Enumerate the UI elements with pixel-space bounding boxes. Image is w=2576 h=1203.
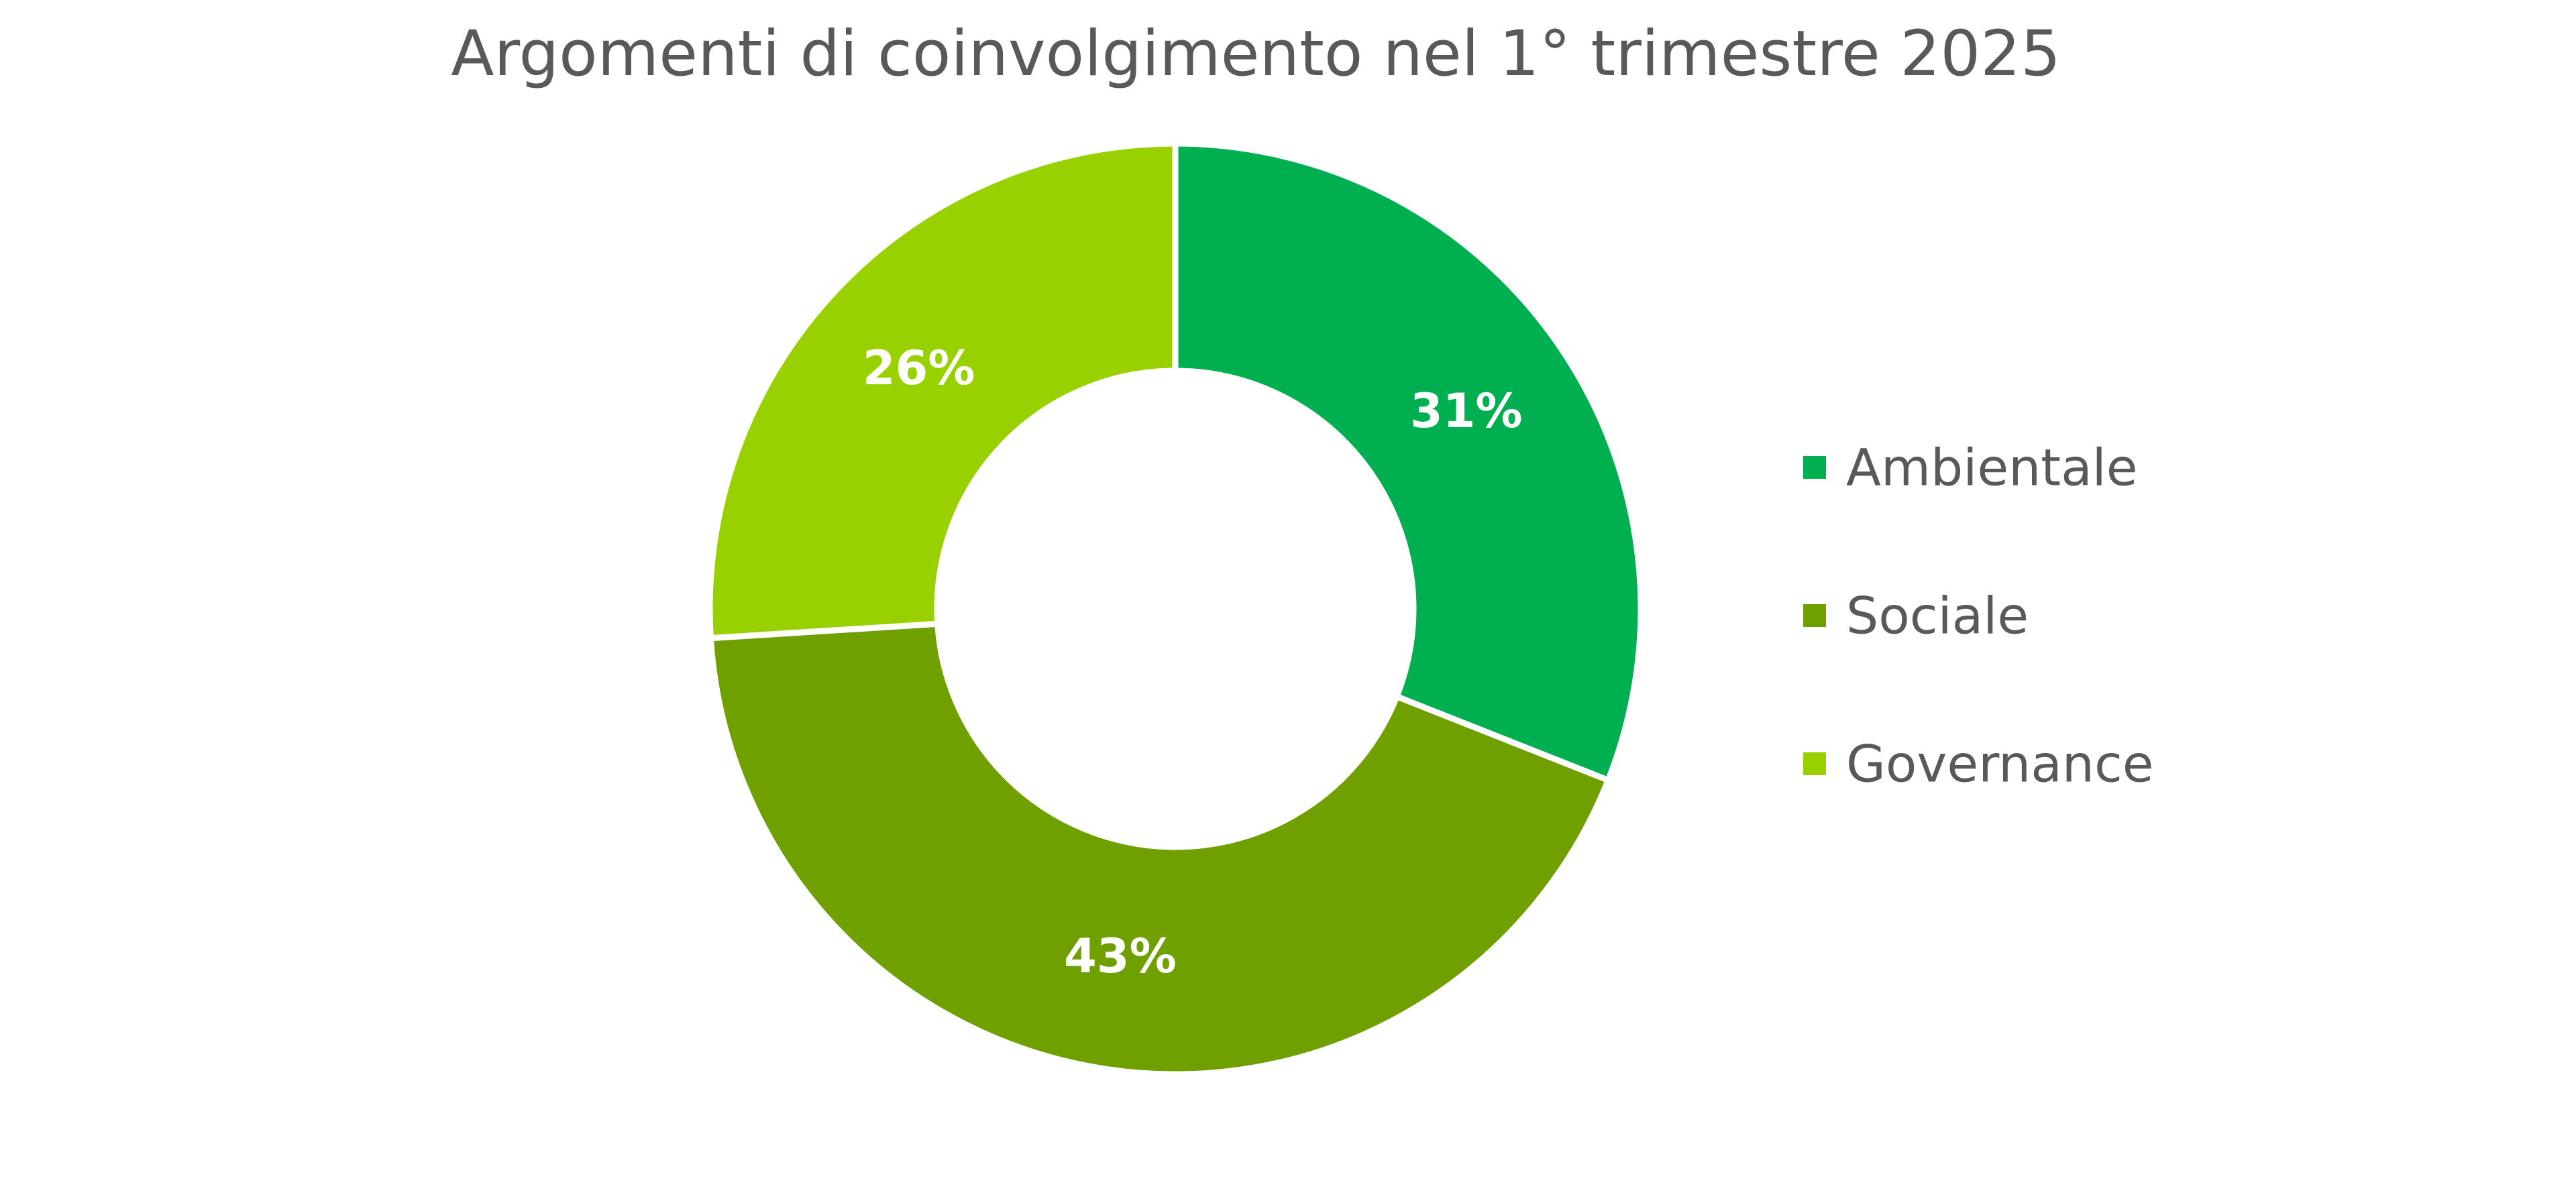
- legend-label-ambientale: Ambientale: [1846, 438, 2138, 498]
- slice-ambientale: [1172, 140, 1644, 785]
- slice-sociale: [707, 620, 1613, 1078]
- legend-label-governance: Governance: [1846, 734, 2154, 794]
- legend-swatch-sociale: [1803, 604, 1826, 627]
- legend-item-governance: Governance: [1803, 734, 2154, 794]
- donut-slices: [706, 140, 1644, 1078]
- slice-label-sociale: 43%: [1064, 929, 1177, 984]
- legend-item-sociale: Sociale: [1803, 586, 2029, 646]
- legend: Ambientale Sociale Governance: [1803, 438, 2154, 794]
- slice-label-governance: 26%: [863, 341, 975, 396]
- legend-label-sociale: Sociale: [1846, 586, 2029, 646]
- slice-governance: [706, 140, 1179, 642]
- slice-label-ambientale: 31%: [1410, 384, 1523, 439]
- slice-labels: 31% 43% 26%: [863, 341, 1523, 984]
- chart-title: Argomenti di coinvolgimento nel 1° trime…: [451, 17, 2061, 91]
- legend-swatch-governance: [1803, 752, 1826, 775]
- legend-item-ambientale: Ambientale: [1803, 438, 2138, 498]
- legend-swatch-ambientale: [1803, 456, 1826, 479]
